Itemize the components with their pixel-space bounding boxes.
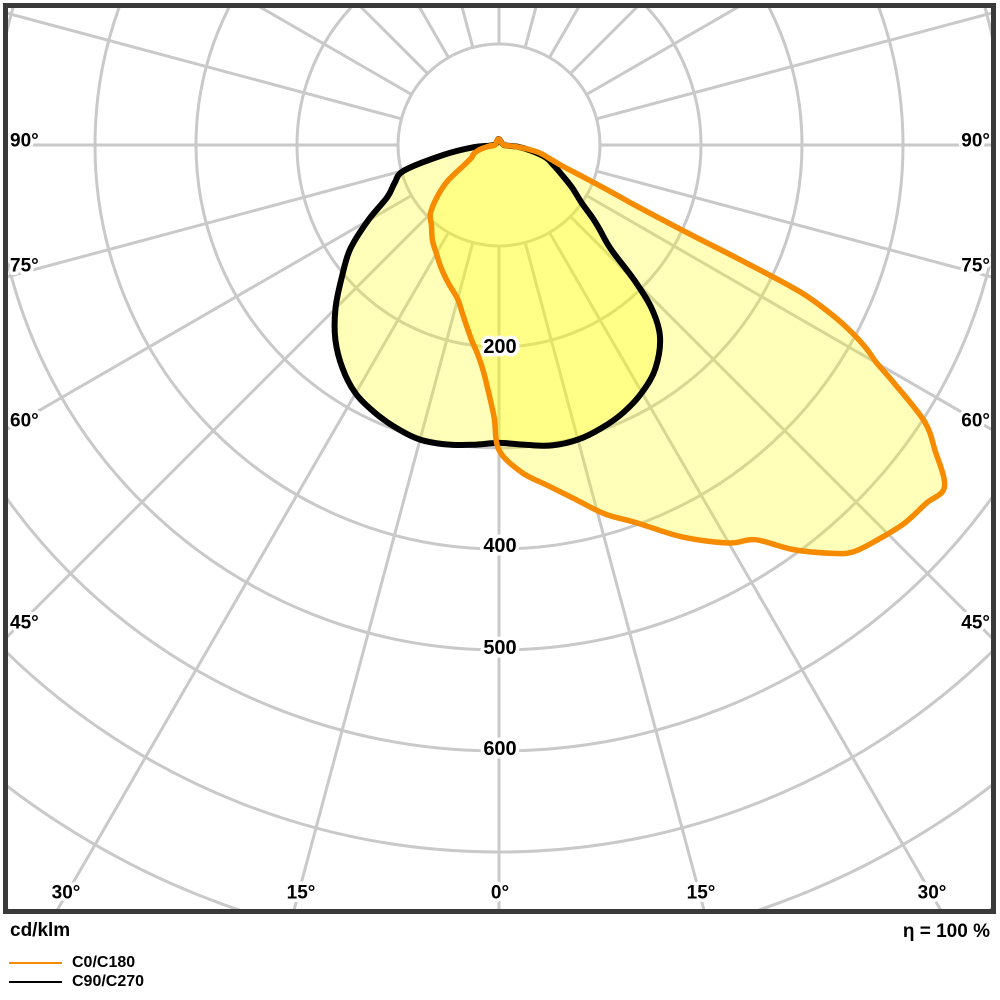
svg-text:600: 600: [483, 738, 516, 760]
legend-item-c90-c270: C90/C270: [9, 972, 144, 991]
svg-text:45°: 45°: [10, 613, 39, 634]
c90-c270-line-swatch: [9, 980, 62, 983]
svg-text:90°: 90°: [961, 131, 990, 152]
svg-text:60°: 60°: [961, 411, 990, 432]
svg-text:90°: 90°: [10, 131, 39, 152]
svg-text:500: 500: [483, 637, 516, 659]
svg-text:45°: 45°: [961, 613, 990, 634]
svg-text:30°: 30°: [918, 883, 947, 904]
svg-text:75°: 75°: [10, 256, 39, 277]
svg-text:60°: 60°: [10, 411, 39, 432]
legend-label-c0-c180: C0/C180: [72, 954, 136, 971]
svg-text:30°: 30°: [52, 883, 81, 904]
legend: C0/C180 C90/C270: [9, 953, 144, 991]
svg-text:15°: 15°: [287, 883, 316, 904]
legend-item-c0-c180: C0/C180: [9, 953, 144, 972]
units-label: cd/klm: [10, 920, 71, 941]
svg-text:15°: 15°: [687, 883, 716, 904]
c0-c180-line-swatch: [9, 961, 62, 964]
svg-text:75°: 75°: [961, 256, 990, 277]
efficiency-label: η = 100 %: [902, 921, 990, 942]
svg-text:200: 200: [483, 336, 516, 358]
legend-label-c90-c270: C90/C270: [72, 973, 145, 990]
svg-text:0°: 0°: [491, 883, 509, 904]
svg-text:400: 400: [483, 535, 516, 557]
